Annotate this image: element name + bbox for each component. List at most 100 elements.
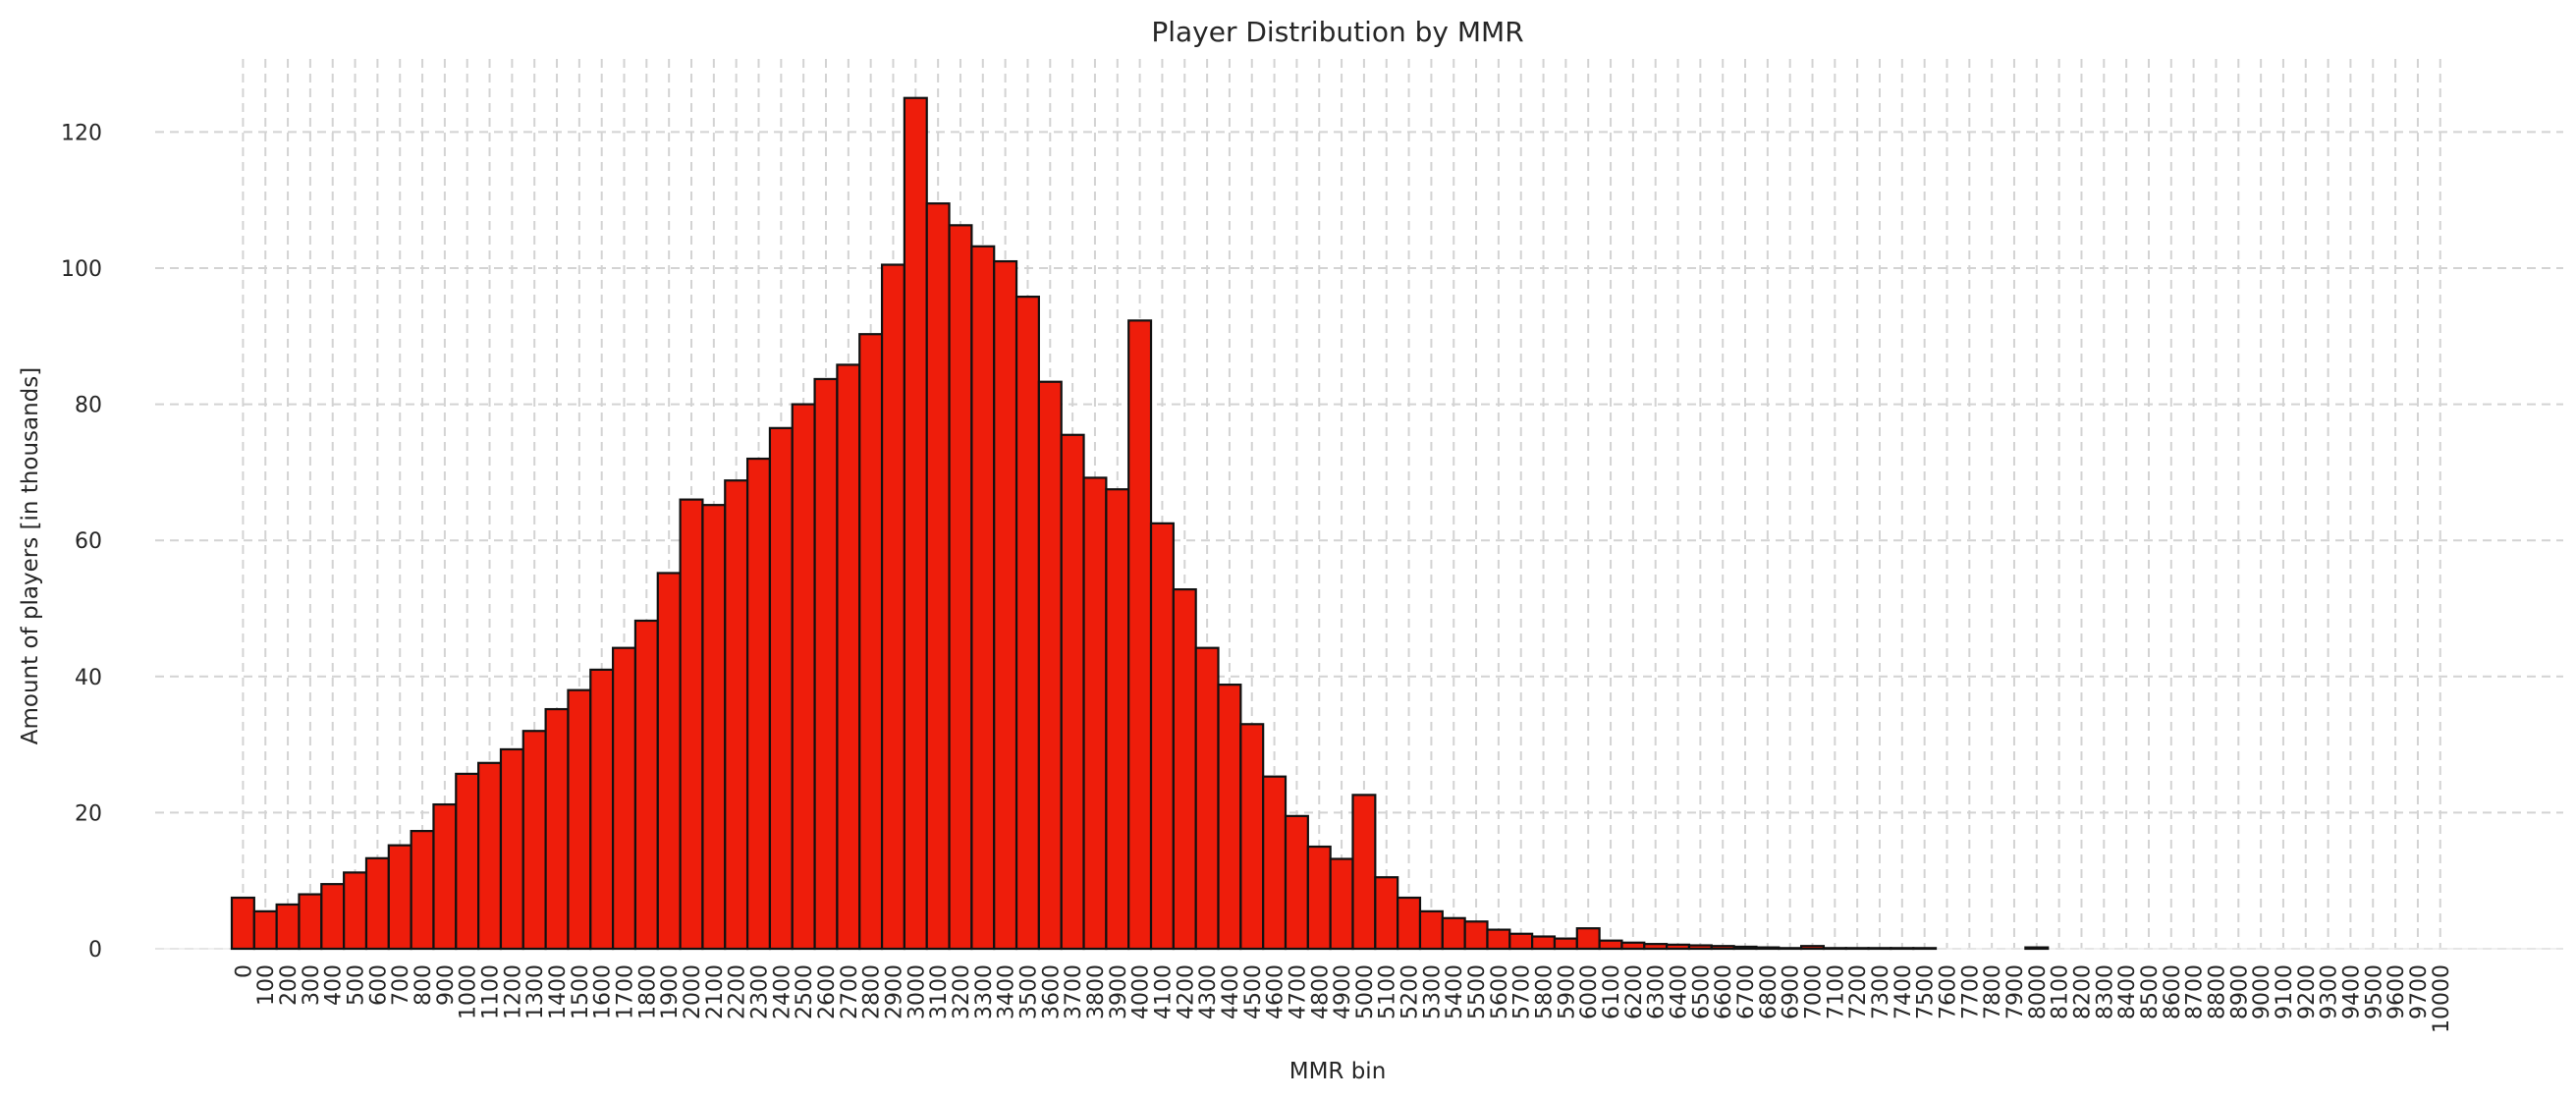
histogram-bar (387, 844, 412, 951)
histogram-bar (1037, 380, 1063, 951)
x-tick-label: 1800 (635, 964, 660, 1019)
histogram-bar (813, 377, 839, 951)
histogram-bar (679, 498, 704, 951)
x-tick-label: 1400 (546, 964, 571, 1019)
x-tick-label: 3000 (904, 964, 929, 1019)
histogram-bar (880, 263, 906, 951)
histogram-bar (298, 893, 323, 951)
histogram-bar (343, 871, 368, 951)
x-tick-label: 6100 (1600, 964, 1624, 1019)
x-tick-label: 6200 (1622, 964, 1647, 1019)
histogram-bar (320, 883, 346, 951)
x-tick-label: 2800 (860, 964, 885, 1019)
x-tick-label: 3600 (1039, 964, 1064, 1019)
x-tick-label: 3700 (1062, 964, 1086, 1019)
x-tick-label: 2600 (815, 964, 840, 1019)
histogram-bar (1598, 939, 1623, 951)
x-tick-label: 1200 (501, 964, 525, 1019)
histogram-bar (1418, 909, 1444, 951)
x-tick-label: 6700 (1734, 964, 1759, 1019)
x-tick-label: 0 (232, 964, 256, 978)
y-tick-labels: 0 20 40 60 80 100 120 (61, 121, 102, 962)
histogram-bar (1666, 943, 1691, 951)
x-tick-label: 10000 (2430, 964, 2454, 1033)
histogram-bar (432, 802, 458, 951)
histogram-bar (1710, 945, 1735, 951)
histogram-bar (477, 761, 503, 951)
histogram-bar (1620, 941, 1646, 951)
histogram-bar (993, 259, 1018, 951)
x-tick-label: 4800 (1308, 964, 1333, 1019)
histogram-bar (1486, 928, 1511, 951)
histogram-bar (948, 224, 973, 951)
histogram-bar (1014, 296, 1040, 951)
x-tick-label: 9300 (2318, 964, 2342, 1019)
histogram-bar (1351, 794, 1377, 951)
x-tick-label: 1300 (523, 964, 548, 1019)
histogram-bar (544, 707, 570, 951)
histogram-bar (1441, 916, 1466, 951)
x-tick-label: 5700 (1510, 964, 1535, 1019)
histogram-bar (2024, 946, 2050, 951)
histogram-bar (612, 646, 637, 951)
histogram-bar (1643, 943, 1669, 951)
histogram-bar (1531, 935, 1557, 951)
x-tick-label: 2500 (793, 964, 817, 1019)
x-tick-label: 3100 (927, 964, 952, 1019)
histogram-bar (701, 504, 727, 951)
histogram-bar (1778, 947, 1803, 951)
x-tick-label: 1100 (479, 964, 504, 1019)
x-tick-label: 1600 (591, 964, 616, 1019)
x-tick-label: 1900 (658, 964, 683, 1019)
x-tick-label: 7200 (1846, 964, 1871, 1019)
x-tick-label: 7700 (1958, 964, 1983, 1019)
histogram-bar (1890, 947, 1915, 951)
x-tick-label: 9400 (2339, 964, 2364, 1019)
histogram-bar (252, 909, 278, 951)
x-tick-label: 500 (345, 964, 369, 1006)
histogram-bar (656, 572, 682, 951)
histogram-bar (1463, 920, 1489, 951)
histogram-bar (1262, 775, 1288, 951)
histogram-bar (1060, 433, 1085, 951)
histogram-bar (1217, 684, 1242, 951)
x-tick-label: 9000 (2250, 964, 2275, 1019)
histogram-bar (745, 457, 772, 951)
x-tick-label: 8600 (2161, 964, 2185, 1019)
x-tick-label: 8000 (2026, 964, 2051, 1019)
x-tick-label: 1700 (614, 964, 638, 1019)
histogram-bar (230, 896, 255, 951)
histogram-bar (1508, 932, 1534, 951)
histogram-bar (589, 668, 615, 951)
histogram-bar (1105, 488, 1130, 951)
x-tick-label: 3200 (950, 964, 974, 1019)
histogram-bar (1575, 927, 1601, 951)
x-tick-label: 4300 (1196, 964, 1221, 1019)
x-tick-label: 2300 (748, 964, 773, 1019)
histogram-bar (1306, 845, 1332, 951)
histogram-bar (364, 856, 390, 951)
x-tick-label: 8500 (2138, 964, 2163, 1019)
x-tick-label: 6400 (1668, 964, 1692, 1019)
x-tick-label: 8200 (2070, 964, 2095, 1019)
x-tick-label: 6300 (1645, 964, 1670, 1019)
x-tick-label: 5600 (1488, 964, 1512, 1019)
histogram-bar (724, 479, 749, 951)
x-tick-label: 7900 (2003, 964, 2028, 1019)
y-tick-label: 40 (75, 666, 102, 690)
x-tick-label: 6800 (1757, 964, 1781, 1019)
x-tick-label: 8800 (2205, 964, 2229, 1019)
histogram-bar (1553, 937, 1578, 951)
x-tick-label: 9100 (2273, 964, 2297, 1019)
x-tick-label: 9500 (2362, 964, 2386, 1019)
x-tick-label: 4900 (1331, 964, 1355, 1019)
y-tick-label: 20 (75, 801, 102, 826)
chart-title: Player Distribution by MMR (1151, 16, 1523, 48)
x-tick-label: 4100 (1151, 964, 1176, 1019)
x-tick-label: 100 (254, 964, 279, 1006)
x-tick-label: 6900 (1780, 964, 1804, 1019)
x-tick-label: 9700 (2407, 964, 2432, 1019)
x-tick-label: 2200 (726, 964, 750, 1019)
histogram-bar (275, 903, 301, 951)
histogram-bar (836, 363, 861, 951)
